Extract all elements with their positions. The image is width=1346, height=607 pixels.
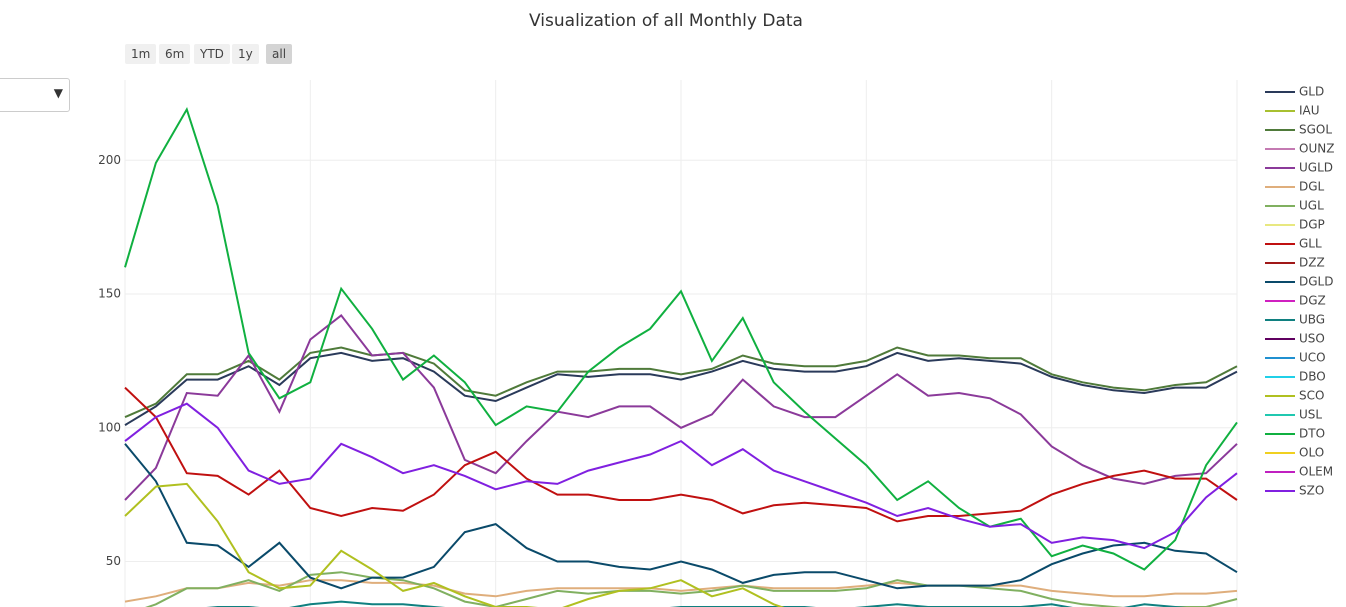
y-tick-label: 100 [98, 420, 121, 434]
legend-label: DGL [1299, 180, 1325, 194]
legend-label: USL [1299, 408, 1322, 422]
series-line [124, 351, 1238, 426]
legend-label: DGLD [1299, 275, 1333, 289]
range-button[interactable]: 1m [125, 44, 157, 64]
series-line [206, 600, 1187, 607]
range-button[interactable]: YTD [194, 44, 230, 64]
legend-label: OUNZ [1299, 142, 1334, 156]
series-line [124, 443, 1238, 590]
y-tick-label: 50 [106, 554, 121, 568]
legend-label: UBG [1299, 313, 1325, 327]
legend-label: UGL [1299, 199, 1324, 213]
legend-label: UGLD [1299, 161, 1333, 175]
series-line [124, 346, 1238, 419]
legend-label: DGZ [1299, 294, 1326, 308]
series-line [124, 482, 785, 607]
legend-label: GLL [1299, 237, 1322, 251]
dropdown[interactable]: ▼ [0, 78, 70, 112]
series-line [124, 106, 1238, 571]
series-line [145, 571, 1238, 607]
series-line [124, 313, 1238, 501]
legend-label: DTO [1299, 427, 1325, 441]
legend-label: DBO [1299, 370, 1326, 384]
legend-label: DGP [1299, 218, 1325, 232]
plot-area [124, 106, 1238, 607]
legend-label: OLEM [1299, 465, 1333, 479]
range-button[interactable]: 6m [159, 44, 191, 64]
series-line [124, 402, 1238, 550]
y-tick-label: 200 [98, 153, 121, 167]
legend-label: IAU [1299, 104, 1320, 118]
legend-label: SZO [1299, 484, 1324, 498]
legend-label: UCO [1299, 351, 1326, 365]
legend-label: GLD [1299, 85, 1324, 99]
range-button[interactable]: 1y [232, 44, 259, 64]
series-line [124, 386, 1238, 523]
legend-label: DZZ [1299, 256, 1325, 270]
legend-label: OLO [1299, 446, 1324, 460]
range-button[interactable]: all [266, 44, 293, 64]
legend-label: SCO [1299, 389, 1324, 403]
chart-title: Visualization of all Monthly Data [529, 11, 803, 31]
series-line [124, 579, 1238, 603]
dropdown-arrow: ▼ [53, 86, 63, 100]
legend-label: USO [1299, 332, 1325, 346]
y-tick-label: 150 [98, 287, 121, 301]
legend-label: SGOL [1299, 123, 1332, 137]
